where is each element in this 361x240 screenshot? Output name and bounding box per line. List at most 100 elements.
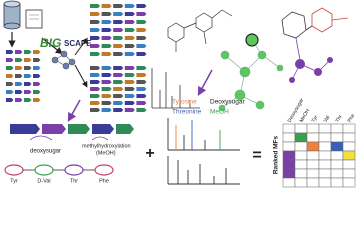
- gene-arrow: [90, 20, 101, 24]
- gene-arrow: [101, 36, 112, 40]
- gene-arrow: [15, 98, 23, 102]
- matrix-cell: [318, 141, 332, 152]
- gene-arrow: [90, 52, 101, 56]
- gene-arrow: [90, 12, 101, 16]
- tool-name: SCAPE: [64, 39, 92, 48]
- gene-arrow: [90, 44, 101, 48]
- matrix-cell: [342, 150, 356, 161]
- gene-arrow: [6, 98, 14, 102]
- gene-arrow: [113, 80, 124, 84]
- gene-arrow: [113, 52, 124, 56]
- gene-arrow: [124, 52, 135, 56]
- gene-arrow: [24, 74, 32, 78]
- matrix-column-label: MeOH: [299, 108, 312, 124]
- gene-arrow: [90, 108, 101, 112]
- matrix-cell: [342, 168, 356, 179]
- gene-arrow: [101, 87, 112, 91]
- legend-label: MeOH: [210, 109, 229, 116]
- molecular-network: [218, 33, 284, 112]
- matrix-cell: [342, 177, 356, 188]
- gene-arrow: [124, 12, 135, 16]
- matrix-cell: [306, 132, 320, 143]
- residue: [94, 164, 114, 176]
- matrix-cell: [330, 168, 344, 179]
- arrow: [41, 37, 63, 55]
- matrix-cell: [282, 177, 296, 188]
- matrix-cell: [306, 177, 320, 188]
- gene-arrow: [136, 94, 147, 98]
- gene-arrow: [90, 87, 101, 91]
- arrow: [74, 37, 88, 56]
- residue-label: D-Val: [37, 178, 50, 184]
- gene-arrow: [33, 82, 41, 86]
- gene-arrow: [6, 58, 14, 62]
- gene-arrow: [15, 82, 23, 86]
- gene-arrow: [101, 4, 112, 8]
- gene-arrow: [101, 52, 112, 56]
- gene-arrow: [136, 52, 147, 56]
- matrix-cell: [318, 132, 332, 143]
- residue: [4, 164, 24, 176]
- residue-label: Tyr: [10, 178, 18, 184]
- gene-arrow: [113, 12, 124, 16]
- gene-arrow: [113, 101, 124, 105]
- gene-arrow: [136, 87, 147, 91]
- matrix-cell: [318, 150, 332, 161]
- gene-arrow: [90, 66, 101, 70]
- gene-arrow: [101, 66, 112, 70]
- matrix-cell: [330, 159, 344, 170]
- gene-arrow: [124, 44, 135, 48]
- gene-arrow: [124, 80, 135, 84]
- document-icon: [25, 9, 43, 29]
- gene-arrow: [90, 73, 101, 77]
- arrow: [74, 64, 88, 88]
- matrix-cell: [306, 141, 320, 152]
- matrix-cell: [306, 150, 320, 161]
- arrow: [67, 99, 81, 122]
- gene-arrow: [33, 74, 41, 78]
- gene-arrow: [6, 82, 14, 86]
- gene-arrow: [6, 74, 14, 78]
- legend-label: Deoxysugar: [210, 99, 246, 106]
- gene-arrow: [113, 108, 124, 112]
- gene-arrow: [124, 73, 135, 77]
- matrix-cell: [282, 150, 296, 161]
- gene-arrow: [113, 28, 124, 32]
- network-icon: [51, 50, 76, 70]
- matrix-cell: [330, 132, 344, 143]
- gene-arrow: [113, 87, 124, 91]
- gene-arrow: [124, 28, 135, 32]
- matrix-cell: [318, 159, 332, 170]
- gene-arrow: [90, 36, 101, 40]
- gene-arrow: [101, 44, 112, 48]
- gene-arrow: [15, 50, 23, 54]
- matrix-cell: [282, 168, 296, 179]
- gene-arrow: [113, 36, 124, 40]
- gene-arrow: [24, 50, 32, 54]
- gene-arrow: [15, 90, 23, 94]
- gene-arrow: [113, 66, 124, 70]
- gene-arrow: [101, 80, 112, 84]
- spectrum: [151, 68, 200, 109]
- matrix-cell: [306, 168, 320, 179]
- matrix-cell: [330, 141, 344, 152]
- residue: [34, 164, 54, 176]
- gene-arrow: [113, 94, 124, 98]
- gene-arrow: [33, 66, 41, 70]
- gene-arrow: [113, 20, 124, 24]
- operator: =: [252, 147, 261, 164]
- annotated-cluster: [10, 124, 134, 141]
- database-icon: [3, 0, 21, 30]
- gene-arrow: [136, 66, 147, 70]
- matrix-cell: [294, 168, 308, 179]
- gene-arrow: [124, 36, 135, 40]
- matrix-cell: [294, 123, 308, 134]
- gene-arrow: [136, 4, 147, 8]
- matrix-cell: [318, 177, 332, 188]
- matrix-cell: [342, 132, 356, 143]
- matrix-cell: [294, 150, 308, 161]
- matrix-cell: [282, 141, 296, 152]
- matrix-column-label: Phe: [347, 113, 357, 124]
- gene-arrow: [124, 87, 135, 91]
